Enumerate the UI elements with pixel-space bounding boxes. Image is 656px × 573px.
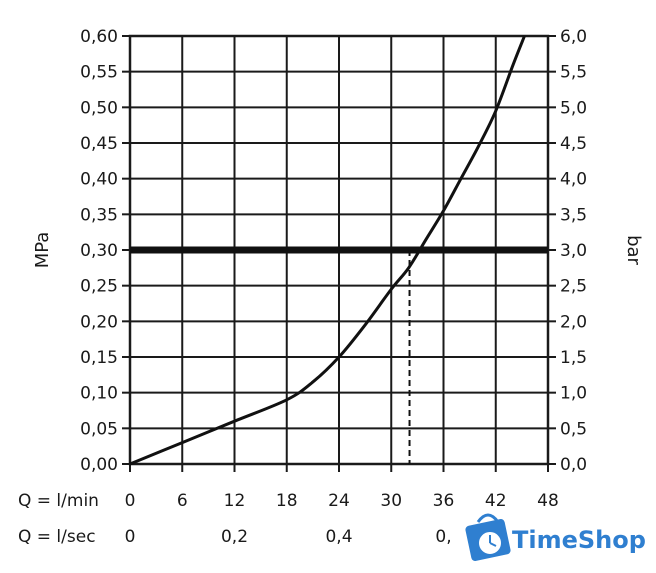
x-tick-label: 18	[276, 491, 298, 511]
y-left-tick-label: 0,05	[80, 419, 118, 439]
watermark-text: TimeShop	[512, 526, 646, 554]
y-left-tick-label: 0,00	[80, 455, 118, 475]
y-left-tick-label: 0,55	[80, 63, 118, 83]
x2-tick-label: 0,2	[221, 527, 248, 547]
x-tick-label: 30	[380, 491, 402, 511]
y-right-tick-label: 3,5	[560, 205, 587, 225]
x2-tick-label: 0,4	[325, 527, 352, 547]
series-line	[129, 35, 526, 466]
x-tick-label: 6	[177, 491, 188, 511]
x-tick-label: 48	[537, 491, 559, 511]
y-right-tick-label: 2,5	[560, 277, 587, 297]
y-left-tick-label: 0,50	[80, 98, 118, 118]
bag-clock-icon	[465, 513, 511, 562]
y-left-tick-label: 0,15	[80, 348, 118, 368]
grid	[122, 35, 556, 472]
y-right-tick-label: 5,5	[560, 63, 587, 83]
y-right-tick-label: 5,0	[560, 98, 587, 118]
y-right-tick-label: 6,0	[560, 27, 587, 47]
x-tick-label: 36	[433, 491, 455, 511]
x-tick-label: 24	[328, 491, 350, 511]
y-right-tick-label: 1,0	[560, 384, 587, 404]
y-right-tick-label: 0,0	[560, 455, 587, 475]
y-left-tick-label: 0,25	[80, 277, 118, 297]
y-right-tick-label: 1,5	[560, 348, 587, 368]
y-left-axis-label: MPa	[32, 232, 53, 269]
y-left-tick-label: 0,35	[80, 205, 118, 225]
x-tick-label: 12	[224, 491, 246, 511]
y-left-tick-label: 0,45	[80, 134, 118, 154]
x-tick-label: 0	[125, 491, 136, 511]
x2-tick-label: 0,	[435, 527, 451, 547]
x-axis-unit-label: Q = l/min	[18, 491, 99, 511]
y-right-tick-label: 4,5	[560, 134, 587, 154]
y-left-tick-label: 0,20	[80, 312, 118, 332]
y-left-tick-label: 0,10	[80, 384, 118, 404]
y-left-tick-label: 0,30	[80, 241, 118, 261]
y-right-tick-label: 4,0	[560, 170, 587, 190]
y-left-tick-label: 0,60	[80, 27, 118, 47]
y-left-tick-label: 0,40	[80, 170, 118, 190]
timeshop-watermark: TimeShop	[465, 513, 646, 562]
y-right-tick-label: 0,5	[560, 419, 587, 439]
y-right-tick-label: 2,0	[560, 312, 587, 332]
x-tick-label: 42	[485, 491, 507, 511]
x2-axis-unit-label: Q = l/sec	[18, 527, 96, 547]
x2-tick-label: 0	[125, 527, 136, 547]
y-right-axis-label: bar	[623, 235, 644, 265]
y-right-tick-label: 3,0	[560, 241, 587, 261]
